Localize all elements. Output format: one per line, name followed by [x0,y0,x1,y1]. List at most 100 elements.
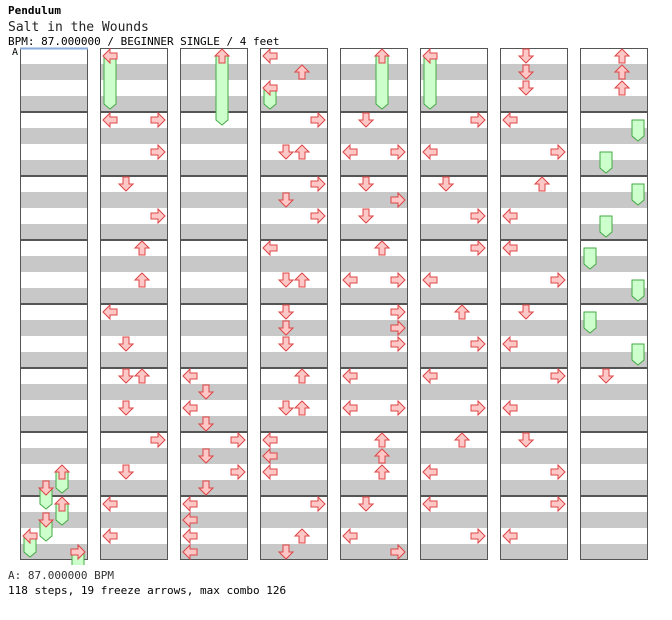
beat-stripe [260,288,328,304]
artist-name: Pendulum [8,4,61,17]
beat-stripe [420,544,488,560]
step-arrow-down [277,336,295,352]
beat-stripe [260,192,328,208]
beat-stripe [340,448,408,464]
measure-box [260,368,328,432]
measure-box [580,112,648,176]
beat-stripe [100,224,168,240]
beat-stripe [420,288,488,304]
beat-stripe [180,288,248,304]
beat-stripe [20,192,88,208]
step-arrow-up [533,176,551,192]
measure-box [20,368,88,432]
beat-stripe [500,384,568,400]
step-arrow-right [230,431,246,449]
step-arrow-left [182,511,198,529]
step-arrow-right [390,319,406,337]
freeze-head-arrow [70,543,86,561]
measure-box [340,304,408,368]
beat-stripe [100,64,168,80]
beat-stripe [500,448,568,464]
step-arrow-right [390,399,406,417]
freeze-head-arrow [422,47,438,65]
step-arrow-right [390,303,406,321]
beat-stripe [420,320,488,336]
step-arrow-left [502,111,518,129]
freeze-head-arrow [373,48,391,64]
beat-stripe [340,128,408,144]
freeze-head-arrow [262,79,278,97]
beat-stripe [20,544,88,560]
step-arrow-down [117,464,135,480]
measure-box [180,48,248,112]
beat-stripe [180,256,248,272]
step-arrow-right [470,239,486,257]
step-arrow-left [262,239,278,257]
step-arrow-left [422,271,438,289]
freeze-body [375,55,389,110]
measure-box [340,432,408,496]
beat-stripe [340,544,408,560]
step-arrow-left [102,303,118,321]
step-arrow-up [613,80,631,96]
freeze-body [215,55,229,126]
beat-stripe [100,288,168,304]
beat-stripe [580,64,648,80]
beat-stripe [260,448,328,464]
step-arrow-up [453,432,471,448]
beat-stripe [180,416,248,432]
beat-stripe [20,288,88,304]
measure-box [260,304,328,368]
measure-box [580,240,648,304]
step-arrow-down [357,112,375,128]
freeze-body [583,247,597,270]
beat-stripe [20,480,88,496]
beat-stripe [340,160,408,176]
beat-stripe [100,96,168,112]
measure-box [20,240,88,304]
measure-box [500,240,568,304]
step-arrow-right [150,111,166,129]
step-arrow-right [550,271,566,289]
beat-stripe [340,288,408,304]
beat-stripe [260,224,328,240]
beat-stripe [100,448,168,464]
beat-stripe [500,480,568,496]
measure-box [580,48,648,112]
step-arrow-up [373,464,391,480]
step-arrow-down [357,208,375,224]
beat-stripe [580,160,648,176]
beat-stripe [340,224,408,240]
beat-stripe [20,416,88,432]
step-arrow-up [293,272,311,288]
step-arrow-left [182,495,198,513]
beat-stripe [180,320,248,336]
beat-stripe [340,64,408,80]
measure-box [420,496,488,560]
measure-box [420,368,488,432]
step-arrow-right [230,463,246,481]
measure-box [340,496,408,560]
measure-box [260,496,328,560]
freeze-body [423,55,437,110]
freeze-body [631,343,645,366]
beat-stripe [180,96,248,112]
beat-stripe [580,256,648,272]
beat-stripe [180,192,248,208]
step-arrow-left [182,367,198,385]
freeze-body [103,55,117,110]
beat-stripe [500,160,568,176]
measure-box [340,368,408,432]
step-arrow-up [373,240,391,256]
measure-box [500,368,568,432]
step-arrow-left [342,143,358,161]
step-arrow-down [117,176,135,192]
beat-stripe [180,512,248,528]
freeze-head-arrow [102,47,118,65]
beat-stripe [20,256,88,272]
step-arrow-left [262,431,278,449]
beat-stripe [100,352,168,368]
measure-box [20,432,88,496]
step-arrow-left [422,463,438,481]
measure-box [340,48,408,112]
